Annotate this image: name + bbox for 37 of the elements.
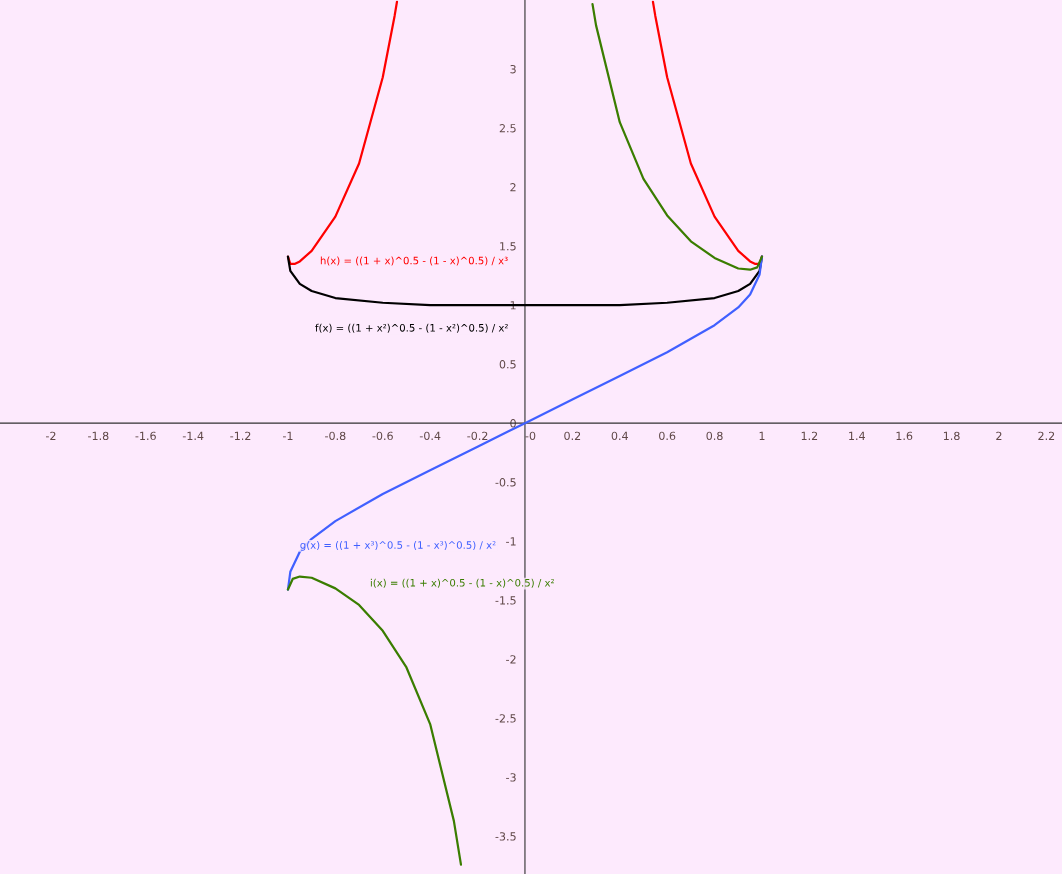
y-tick-label: -2 [506,655,516,664]
x-tick-label: 0.2 [564,431,581,441]
series-label: h(x) = ((1 + x)^0.5 - (1 - x)^0.5) / x³ [320,256,508,266]
y-tick-label: 0.5 [499,360,516,369]
x-tick-label: -1.6 [135,431,156,441]
x-tick-label: -1 [282,431,293,440]
x-tick-label: 1.2 [801,431,818,440]
y-tick-label: 3 [510,65,516,74]
x-tick-label: -0.8 [325,431,346,441]
y-tick-label: -3 [506,773,516,782]
x-tick-label: -1.4 [182,431,204,440]
x-tick-label: 1 [759,431,765,440]
y-tick-label: -0.5 [495,478,516,487]
y-tick-label: -3.5 [495,832,516,841]
x-tick-label: 0.8 [706,431,723,441]
y-tick-label: -1.5 [495,596,516,605]
x-tick-label: 2.2 [1038,431,1055,440]
x-tick-label: -1.2 [230,431,251,440]
x-tick-label: 0.4 [611,431,628,441]
y-tick-label: 2 [510,183,516,192]
x-tick-label: 0.6 [659,431,676,441]
x-tick-label: 1.8 [943,431,960,441]
series-label: f(x) = ((1 + x²)^0.5 - (1 - x²)^0.5) / x² [315,323,508,333]
x-tick-label: 1.4 [849,431,865,440]
series-label: g(x) = ((1 + x³)^0.5 - (1 - x³)^0.5) / x² [300,540,496,551]
y-tick-label: 1.5 [500,242,516,251]
x-tick-label: 2 [996,431,1002,440]
y-tick-label: -2.5 [495,714,516,723]
y-tick-label: -1 [506,537,516,546]
y-tick-label: 2.5 [499,124,516,133]
x-tick-label: -2 [45,431,56,440]
text: i(x) = ((1 + x)^0.5 - (1 - x)^0.5) / x² [370,578,554,588]
x-tick-label: -1.8 [88,431,109,441]
x-tick-label: -0.2 [467,431,488,441]
x-tick-label: 1.6 [896,431,913,441]
x-tick-label: -0.4 [419,431,441,441]
x-tick-label: -0.6 [372,431,393,441]
